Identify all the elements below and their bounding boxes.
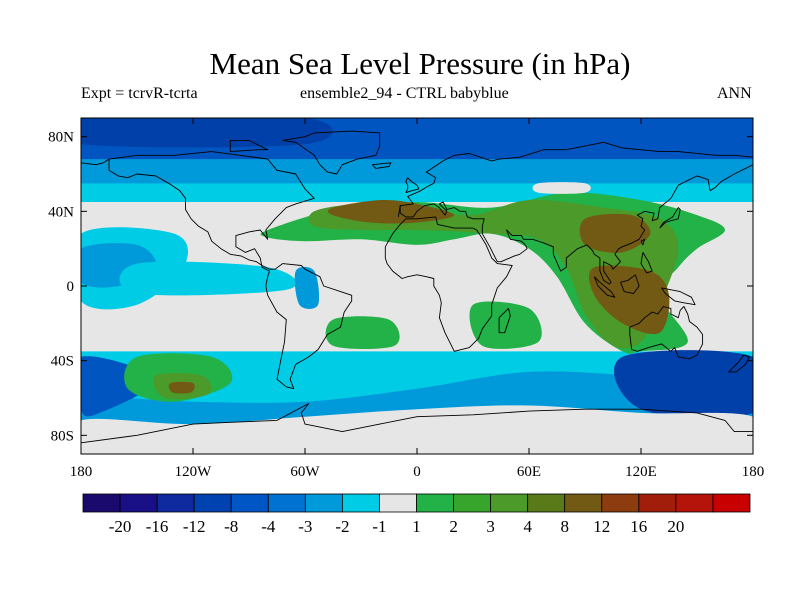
coastline-segment [659,207,681,229]
contour-region-south-pacific-pos-max [168,381,195,394]
colorbar-swatch [416,493,454,513]
lat-tick-label: 40S [51,354,74,370]
coastline-segment [397,141,753,217]
lat-tick-label: 0 [67,279,75,295]
contour-region-tropical-pacific-band [119,261,297,296]
colorbar-label: 16 [630,517,647,536]
colorbar-label: -16 [146,517,169,536]
colorbar-swatch [453,493,492,513]
lon-tick-label: 120E [625,464,657,480]
colorbar-label: -8 [224,517,238,536]
coastline-segment [81,403,753,444]
colorbar-swatch [193,493,232,513]
coastline-segment [108,151,353,390]
colorbar-label: -20 [109,517,132,536]
coastline-segment [399,164,753,285]
coastline-segment [640,238,646,246]
colorbar-swatch [638,493,677,513]
contour-region-antarctic-light [81,405,753,454]
contour-region-indonesia-max [588,265,670,335]
contour-region-arctic-deep-america [81,118,333,148]
contour-region-south-america-neg [294,266,320,309]
coastline-segment [498,307,511,334]
colorbar-label: 2 [449,517,458,536]
colorbar-label: -2 [335,517,349,536]
lat-tick-label: 40N [48,204,74,220]
colorbar-label: -1 [372,517,386,536]
map-plot-area [80,117,754,455]
contour-region-china-max [579,213,651,253]
colorbar-label: -4 [261,517,276,536]
season-label: ANN [717,85,752,102]
colorbar-swatch [230,493,269,513]
coastline-segment [728,354,750,373]
colorbar-swatch [304,493,343,513]
coastline-segment [620,274,640,294]
coastline-segment [282,130,381,175]
coastline-segment [640,252,653,274]
colorbar-label: 3 [486,517,495,536]
colorbar-swatch [675,493,714,513]
coastline-segment [384,216,513,352]
colorbar-label: 12 [593,517,610,536]
colorbar-swatch [156,493,195,513]
coastline-segment [593,276,616,298]
contour-region-arctic-light-patch [532,182,591,194]
experiment-label: Expt = tcrvR-tcrta [81,85,198,102]
lon-tick-label: 60E [517,464,541,480]
colorbar-swatch [119,493,158,513]
contour-region-south-atlantic-pos [325,316,400,349]
lon-tick-label: 180 [70,464,93,480]
contour-region-indian-ocean-pos [469,301,542,349]
contour-region-tasman-deep [614,350,753,418]
colorbar-label: 4 [523,517,532,536]
lat-tick-label: 80N [48,130,74,146]
ensemble-label: ensemble2_94 - CTRL babyblue [300,85,509,102]
axis-ticks: 180 120W 60W 0 60E 120E 180 80N 40N 0 40S 80S [48,118,764,480]
coastline-segment [405,177,420,194]
coastline-segment [229,139,269,153]
lat-tick-label: 80S [51,428,74,444]
contour-region-mediterranean-max [327,199,455,224]
colorbar-label: 20 [667,517,684,536]
colorbar-label: 8 [560,517,569,536]
map-title: Mean Sea Level Pressure (in hPa) [209,46,631,81]
colorbar-swatch [82,493,121,513]
lon-tick-label: 0 [413,464,421,480]
coastlines [81,130,753,444]
coastline-segment [629,306,704,360]
colorbar-swatch [490,493,529,513]
colorbar-swatch [379,493,417,513]
lon-tick-label: 60W [290,464,320,480]
lon-tick-label: 180 [742,464,765,480]
colorbar-label: -3 [298,517,312,536]
lon-tick-label: 120W [175,464,213,480]
colorbar-swatch [712,493,751,513]
colorbar-label: 1 [412,517,421,536]
colorbar-swatch [527,493,566,513]
coastline-segment [661,287,696,306]
colorbar-swatch [564,493,603,513]
colorbar: -20 -16 -12 -8 -4 -3 -2 -1 1 2 3 4 8 12 16 20 [82,493,751,536]
colorbar-swatch [341,493,380,513]
contour-fields [81,118,753,454]
colorbar-label: -12 [183,517,206,536]
coastline-segment [81,158,110,166]
colorbar-swatch [601,493,640,513]
colorbar-swatch [267,493,306,513]
coastline-segment [371,162,392,169]
